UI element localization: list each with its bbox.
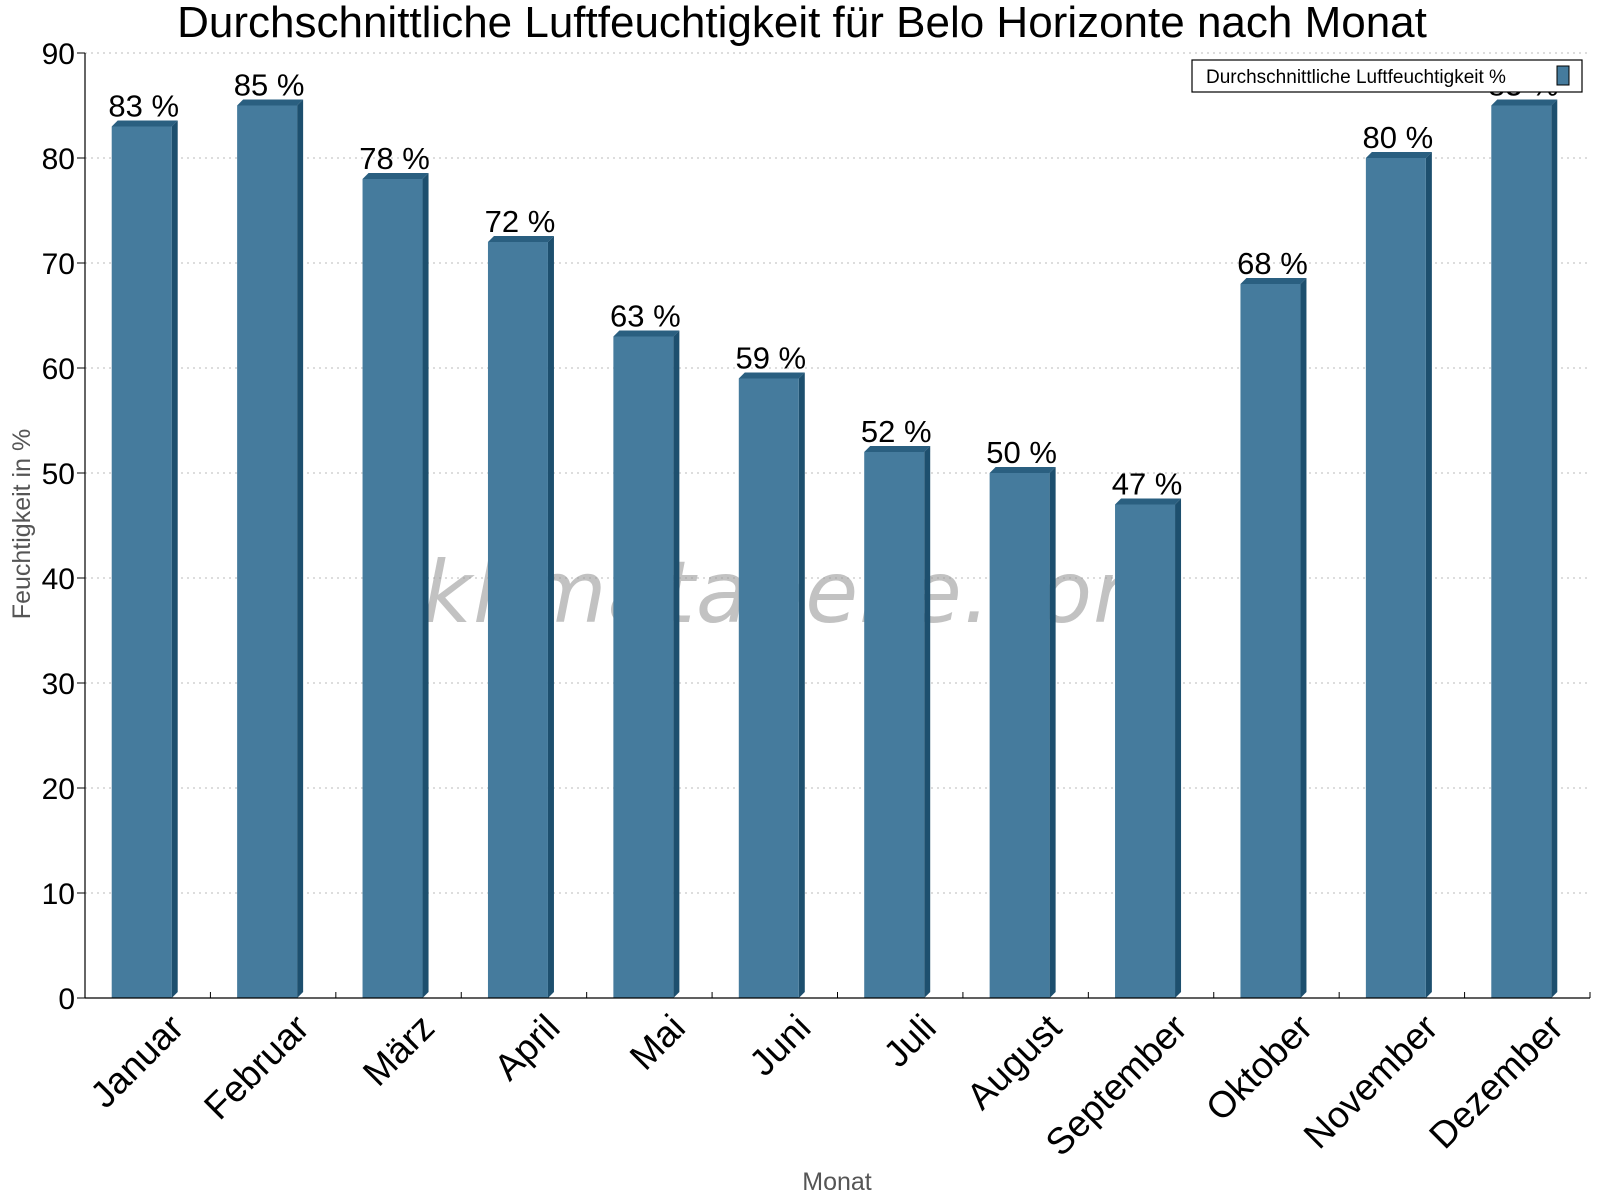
x-tick-label: August <box>959 1006 1070 1117</box>
y-tick-label: 90 <box>42 38 75 71</box>
y-tick-label: 60 <box>42 353 75 386</box>
bar-side <box>673 330 680 998</box>
bar-top <box>738 372 805 379</box>
bar-front <box>738 378 799 998</box>
bar-top <box>1491 99 1558 106</box>
data-label: 50 % <box>986 435 1057 470</box>
bar-juli <box>864 446 931 998</box>
bar-top <box>487 236 554 242</box>
bar-series <box>111 99 1558 998</box>
bar-side <box>1300 278 1307 998</box>
x-tick-label: Juni <box>741 1007 818 1084</box>
bar-september <box>1115 498 1182 998</box>
bar-front <box>237 105 298 998</box>
bar-top <box>989 467 1056 473</box>
x-tick-label: Juli <box>876 1007 944 1075</box>
data-label: 63 % <box>610 299 681 334</box>
bar-februar <box>237 99 304 998</box>
x-tick-label: Dezember <box>1421 1007 1571 1157</box>
x-tick-labels: Januar Februar März April Mai Juni Juli AugustS… <box>82 1006 1571 1163</box>
bar-front <box>989 473 1050 998</box>
bar-august <box>989 467 1056 998</box>
bar-november <box>1365 152 1432 998</box>
data-label: 83 % <box>108 89 179 124</box>
x-tick-label: März <box>355 1007 442 1094</box>
bar-top <box>111 120 178 127</box>
bar-top <box>613 330 680 337</box>
bar-front <box>613 336 674 998</box>
bar-side <box>1049 467 1056 998</box>
y-tick-label: 10 <box>42 878 75 911</box>
axes <box>77 52 1591 999</box>
data-label: 78 % <box>359 141 430 176</box>
bar-top <box>237 99 304 106</box>
bar-top <box>1115 498 1182 505</box>
x-tick-label: Februar <box>196 1007 317 1128</box>
bar-side <box>798 372 805 998</box>
y-tick-label: 0 <box>58 983 75 1016</box>
bar-top <box>1240 278 1307 284</box>
bar-front <box>1491 105 1552 998</box>
bar-side <box>1175 498 1182 998</box>
bar-side <box>547 236 554 998</box>
data-label: 85 % <box>234 68 305 103</box>
bar-side <box>1425 152 1432 998</box>
bar-side <box>171 120 178 998</box>
data-labels: 83 % 85 % 78 % 72 % 63 % 59 % 52 % 50 % 47 % 68 %… <box>108 68 1558 502</box>
data-label: 68 % <box>1237 246 1308 281</box>
data-label: 47 % <box>1112 467 1183 502</box>
data-label: 52 % <box>861 414 932 449</box>
y-tick-label: 50 <box>42 458 75 491</box>
bar-front <box>487 242 548 998</box>
bar-april <box>487 236 554 998</box>
bar-januar <box>111 120 178 998</box>
x-axis-label: Monat <box>802 1168 872 1196</box>
bar-front <box>1365 158 1426 998</box>
bar-oktober <box>1240 278 1307 998</box>
x-tick-label: Mai <box>622 1007 693 1078</box>
data-label: 80 % <box>1363 120 1434 155</box>
bar-top <box>864 446 931 452</box>
bar-juni <box>738 372 805 998</box>
bar-märz <box>362 173 429 998</box>
x-tick-label: Oktober <box>1198 1007 1320 1129</box>
y-axis-label: Feuchtigkeit in % <box>8 429 36 619</box>
chart-title: Durchschnittliche Luftfeuchtigkeit für B… <box>177 0 1427 47</box>
grid-lines <box>85 52 1590 894</box>
bar-front <box>864 452 925 998</box>
data-label: 72 % <box>485 204 556 239</box>
legend-label: Durchschnittliche Luftfeuchtigkeit % <box>1206 67 1506 88</box>
bar-side <box>1551 99 1558 998</box>
bar-dezember <box>1491 99 1558 998</box>
bar-front <box>362 179 423 998</box>
y-tick-label: 40 <box>42 563 75 596</box>
y-tick-label: 30 <box>42 668 75 701</box>
y-tick-label: 70 <box>42 248 75 281</box>
data-label: 59 % <box>735 341 806 376</box>
y-tick-labels: 0 10 20 30 40 50 60 70 80 90 <box>42 38 75 1016</box>
bar-front <box>1115 504 1176 998</box>
bar-side <box>297 99 304 998</box>
x-tick-label: Januar <box>82 1007 191 1116</box>
bar-side <box>924 446 931 998</box>
legend-box <box>1191 59 1583 93</box>
y-tick-label: 20 <box>42 773 75 806</box>
bar-mai <box>613 330 680 998</box>
legend: Durchschnittliche Luftfeuchtigkeit % <box>1191 59 1583 93</box>
y-tick-label: 80 <box>42 143 75 176</box>
bar-front <box>111 126 172 998</box>
x-tick-label: November <box>1296 1007 1446 1157</box>
x-tick-label: April <box>486 1007 567 1088</box>
bar-side <box>422 173 429 998</box>
bar-top <box>362 173 429 179</box>
legend-swatch <box>1556 65 1570 86</box>
bar-top <box>1365 152 1432 158</box>
bar-front <box>1240 284 1301 998</box>
